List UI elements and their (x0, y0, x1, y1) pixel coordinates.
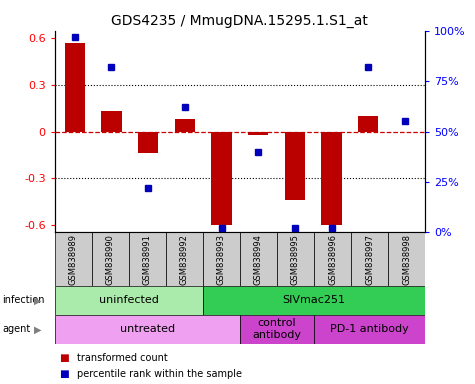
Bar (277, 232, 314, 286)
Text: GSM838995: GSM838995 (291, 234, 300, 285)
Title: GDS4235 / MmugDNA.15295.1.S1_at: GDS4235 / MmugDNA.15295.1.S1_at (112, 14, 368, 28)
Text: GSM838997: GSM838997 (365, 234, 374, 285)
Text: GSM838996: GSM838996 (328, 234, 337, 285)
Text: agent: agent (2, 324, 30, 334)
Text: GSM838993: GSM838993 (217, 234, 226, 285)
Bar (388, 232, 425, 286)
Bar (285, 131, 305, 200)
Text: SIVmac251: SIVmac251 (283, 295, 345, 306)
Text: GSM838990: GSM838990 (106, 234, 114, 285)
Text: GSM838989: GSM838989 (69, 234, 77, 285)
Text: PD-1 antibody: PD-1 antibody (330, 324, 409, 334)
Text: ■: ■ (59, 369, 69, 379)
Text: untreated: untreated (120, 324, 175, 334)
Bar (55, 286, 203, 315)
Text: GSM838994: GSM838994 (254, 234, 263, 285)
Bar (314, 232, 351, 286)
Text: GSM838991: GSM838991 (143, 234, 152, 285)
Bar (166, 232, 203, 286)
Bar (129, 232, 166, 286)
Text: GSM838992: GSM838992 (180, 234, 189, 285)
Bar (351, 232, 388, 286)
Bar (314, 315, 425, 344)
Bar (175, 119, 195, 131)
Text: control
antibody: control antibody (252, 318, 302, 340)
Bar (240, 315, 314, 344)
Bar (240, 232, 277, 286)
Text: ■: ■ (59, 353, 69, 363)
Bar (65, 43, 85, 131)
Text: transformed count: transformed count (77, 353, 168, 363)
Bar (358, 116, 379, 131)
Text: uninfected: uninfected (99, 295, 159, 306)
Bar (101, 111, 122, 131)
Bar (92, 232, 129, 286)
Text: ▶: ▶ (34, 295, 42, 306)
Bar (211, 131, 232, 225)
Bar (138, 131, 158, 153)
Text: infection: infection (2, 295, 45, 306)
Text: ▶: ▶ (34, 324, 42, 334)
Bar (55, 232, 92, 286)
Bar (55, 315, 240, 344)
Bar (203, 232, 240, 286)
Bar (203, 286, 425, 315)
Bar (322, 131, 342, 225)
Bar (248, 131, 268, 135)
Text: GSM838998: GSM838998 (402, 234, 411, 285)
Text: percentile rank within the sample: percentile rank within the sample (77, 369, 242, 379)
